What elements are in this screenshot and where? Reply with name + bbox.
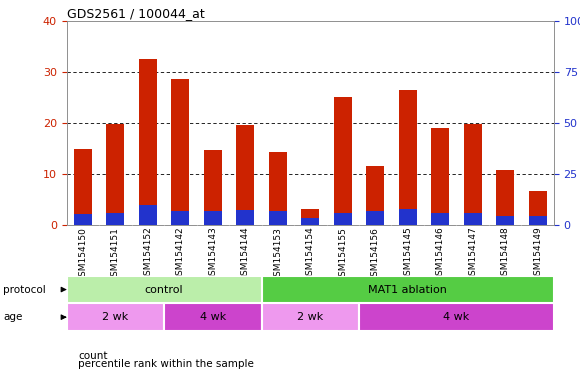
Bar — [399, 90, 416, 225]
Text: GSM154144: GSM154144 — [241, 227, 250, 281]
Text: 4 wk: 4 wk — [443, 312, 470, 322]
Bar — [367, 212, 384, 225]
Text: percentile rank within the sample: percentile rank within the sample — [78, 359, 254, 369]
Bar — [237, 210, 254, 225]
Bar — [164, 303, 262, 331]
Bar — [269, 212, 287, 225]
Bar — [204, 212, 222, 225]
Bar — [74, 149, 92, 225]
Text: MAT1 ablation: MAT1 ablation — [368, 285, 447, 295]
Bar — [464, 214, 481, 225]
Text: 4 wk: 4 wk — [200, 312, 226, 322]
Bar — [529, 217, 546, 225]
Bar — [67, 303, 164, 331]
Text: age: age — [3, 312, 22, 322]
Text: GSM154153: GSM154153 — [273, 227, 282, 281]
Bar — [334, 98, 351, 225]
Text: protocol: protocol — [3, 285, 46, 295]
Bar — [172, 212, 189, 225]
Bar — [74, 215, 92, 225]
Bar — [204, 150, 222, 225]
Text: GSM154149: GSM154149 — [533, 227, 542, 281]
Text: 2 wk: 2 wk — [297, 312, 324, 322]
Text: GSM154142: GSM154142 — [176, 227, 185, 281]
Text: GSM154148: GSM154148 — [501, 227, 510, 281]
Text: GSM154155: GSM154155 — [338, 227, 347, 281]
Text: GSM154143: GSM154143 — [208, 227, 218, 281]
Text: GSM154146: GSM154146 — [436, 227, 445, 281]
Text: GSM154156: GSM154156 — [371, 227, 380, 281]
Bar — [432, 214, 449, 225]
Bar — [302, 217, 319, 225]
Text: control: control — [145, 285, 183, 295]
Bar — [432, 128, 449, 225]
Text: GDS2561 / 100044_at: GDS2561 / 100044_at — [67, 7, 204, 20]
Bar — [496, 217, 514, 225]
Bar — [237, 126, 254, 225]
Bar — [107, 214, 124, 225]
Bar — [139, 59, 157, 225]
Bar — [399, 209, 416, 225]
Text: GSM154151: GSM154151 — [111, 227, 120, 281]
Text: GSM154152: GSM154152 — [143, 227, 153, 281]
Bar — [359, 303, 554, 331]
Bar — [367, 166, 384, 225]
Text: GSM154154: GSM154154 — [306, 227, 315, 281]
Text: count: count — [78, 351, 108, 361]
Bar — [302, 209, 319, 225]
Bar — [262, 276, 554, 303]
Bar — [107, 124, 124, 225]
Text: GSM154150: GSM154150 — [78, 227, 88, 281]
Bar — [269, 152, 287, 225]
Bar — [172, 79, 189, 225]
Text: GSM154147: GSM154147 — [468, 227, 477, 281]
Text: GSM154145: GSM154145 — [403, 227, 412, 281]
Bar — [262, 303, 359, 331]
Text: 2 wk: 2 wk — [102, 312, 129, 322]
Bar — [496, 170, 514, 225]
Bar — [334, 214, 351, 225]
Bar — [139, 205, 157, 225]
Bar — [464, 124, 481, 225]
Bar — [67, 276, 262, 303]
Bar — [529, 190, 546, 225]
